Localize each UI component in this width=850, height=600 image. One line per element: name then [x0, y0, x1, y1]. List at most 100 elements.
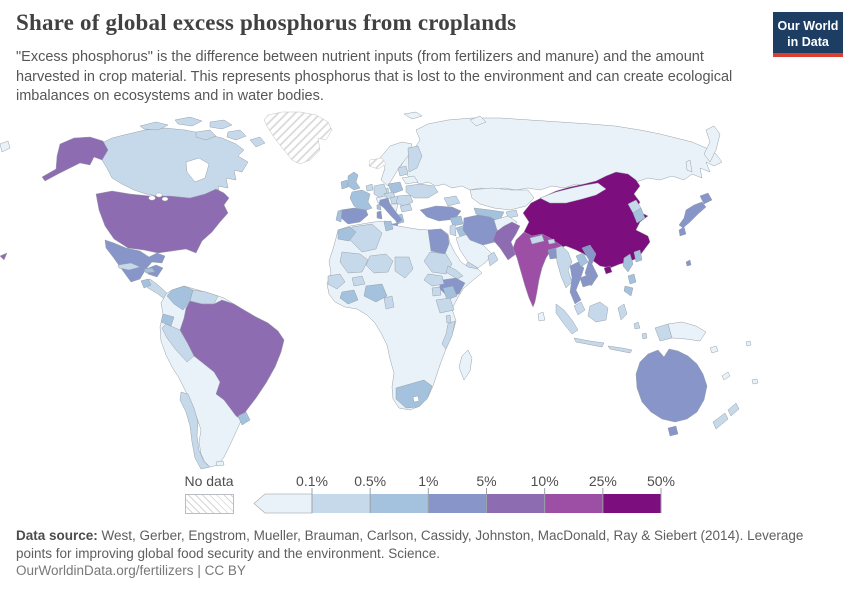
country-bhutan[interactable] — [547, 238, 556, 245]
country-greenland[interactable] — [263, 111, 333, 165]
legend-segment-6[interactable] — [602, 494, 661, 513]
country-madagascar[interactable] — [458, 349, 473, 381]
country-south-africa[interactable] — [395, 379, 433, 409]
country-new-caledonia[interactable] — [721, 371, 731, 381]
country-falkland-islands[interactable] — [215, 460, 225, 467]
country-germany[interactable] — [373, 183, 388, 199]
country-norway-sweden[interactable] — [379, 141, 413, 187]
country-papua-new-guinea[interactable] — [667, 321, 707, 342]
country-sri-lanka[interactable] — [537, 311, 546, 322]
country-canada-baffin[interactable] — [249, 136, 266, 148]
country-fiji[interactable] — [745, 340, 752, 347]
country-belarus[interactable] — [401, 175, 419, 185]
country-philippines-luzon[interactable] — [622, 253, 634, 273]
country-uruguay[interactable] — [237, 411, 251, 426]
country-bulgaria[interactable] — [399, 203, 413, 213]
country-chad[interactable] — [394, 256, 414, 279]
country-russia-kamchatka[interactable] — [703, 125, 721, 163]
country-japan-ryukyu[interactable] — [685, 259, 692, 267]
country-syria[interactable] — [449, 215, 464, 227]
country-nigeria[interactable] — [363, 283, 388, 303]
country-solomon-islands[interactable] — [709, 345, 719, 354]
country-mozambique[interactable] — [441, 320, 456, 350]
footer-link[interactable]: OurWorldinData.org/fertilizers — [16, 563, 194, 578]
country-mali[interactable] — [339, 251, 369, 274]
country-malaysia[interactable] — [573, 301, 586, 316]
country-indonesia-java[interactable] — [573, 337, 605, 348]
country-canada-arctic-4[interactable] — [195, 129, 217, 141]
country-tanzania[interactable] — [435, 297, 455, 314]
country-philippines-visayas[interactable] — [627, 273, 637, 285]
country-portugal[interactable] — [335, 209, 343, 223]
country-benelux[interactable] — [365, 183, 374, 192]
country-usa-aleutian-sliver[interactable] — [0, 252, 8, 261]
country-egypt[interactable] — [427, 228, 450, 255]
country-cambodia[interactable] — [579, 273, 594, 288]
country-tasmania[interactable] — [667, 425, 679, 437]
region-africa-base[interactable] — [326, 220, 483, 411]
country-uganda[interactable] — [431, 286, 442, 297]
country-japan-honshu[interactable] — [678, 201, 707, 229]
country-guatemala[interactable] — [140, 278, 152, 289]
country-niger[interactable] — [365, 253, 394, 274]
country-hainan[interactable] — [603, 265, 613, 275]
legend-color-bar[interactable] — [253, 488, 693, 516]
country-indonesia-lesser-sunda[interactable] — [607, 345, 633, 354]
country-japan-kyushu[interactable] — [678, 226, 687, 237]
country-ivory-coast-ghana[interactable] — [339, 289, 359, 305]
country-australia[interactable] — [635, 348, 708, 423]
country-canada-arctic-5[interactable] — [226, 129, 247, 141]
country-colombia[interactable] — [166, 285, 194, 311]
country-corsica[interactable] — [376, 203, 382, 211]
legend-segment-5[interactable] — [544, 494, 603, 513]
country-japan-hokkaido[interactable] — [699, 192, 713, 205]
legend-segment-1[interactable] — [312, 494, 371, 513]
country-canada-arctic-2[interactable] — [174, 116, 203, 127]
country-brazil[interactable] — [179, 299, 285, 421]
country-italy[interactable] — [378, 197, 403, 224]
country-vietnam[interactable] — [581, 244, 599, 287]
country-nepal[interactable] — [529, 234, 545, 245]
country-indonesia-borneo[interactable] — [587, 301, 609, 323]
legend-segment-2[interactable] — [370, 494, 429, 513]
country-romania[interactable] — [395, 194, 414, 207]
country-russia-edge-sliver[interactable] — [0, 140, 11, 153]
country-morocco[interactable] — [337, 226, 357, 242]
country-france[interactable] — [349, 189, 373, 213]
country-svalbard[interactable] — [403, 111, 423, 120]
country-spain[interactable] — [339, 207, 369, 225]
country-mexico[interactable] — [104, 239, 166, 283]
country-philippines-mindanao[interactable] — [623, 285, 634, 297]
country-cuba[interactable] — [117, 262, 141, 271]
country-canada-arctic-1[interactable] — [139, 121, 169, 131]
country-usa-alaska[interactable] — [41, 136, 109, 182]
country-canada-arctic-3[interactable] — [209, 119, 233, 130]
country-new-zealand-south[interactable] — [712, 412, 729, 430]
country-indonesia-sumatra[interactable] — [555, 303, 579, 335]
country-sardinia[interactable] — [376, 210, 383, 220]
country-eritrea[interactable] — [445, 265, 464, 280]
country-new-zealand-north[interactable] — [727, 402, 740, 417]
country-kazakhstan[interactable] — [469, 187, 535, 211]
country-pakistan[interactable] — [492, 221, 521, 261]
country-poland[interactable] — [387, 181, 404, 195]
country-russia-sakhalin[interactable] — [685, 159, 693, 173]
country-baltics[interactable] — [397, 165, 409, 177]
country-cameroon[interactable] — [383, 295, 395, 310]
country-myanmar[interactable] — [555, 245, 573, 289]
country-hispaniola[interactable] — [143, 267, 156, 274]
country-russia[interactable] — [399, 117, 723, 191]
country-indonesia-moluccas-2[interactable] — [641, 332, 648, 340]
country-malawi[interactable] — [445, 314, 452, 324]
country-russia-novaya-zemlya[interactable] — [469, 115, 487, 127]
country-turkey[interactable] — [419, 205, 462, 222]
country-senegal-guinea[interactable] — [327, 273, 346, 290]
legend-segment-0[interactable] — [253, 493, 313, 514]
legend-no-data-swatch[interactable] — [185, 494, 234, 514]
country-caucasus[interactable] — [443, 195, 461, 207]
country-uk[interactable] — [347, 171, 361, 191]
country-finland[interactable] — [407, 145, 423, 173]
country-south-sudan[interactable] — [423, 273, 445, 287]
country-usa[interactable] — [95, 188, 230, 254]
country-iceland[interactable] — [368, 157, 387, 170]
